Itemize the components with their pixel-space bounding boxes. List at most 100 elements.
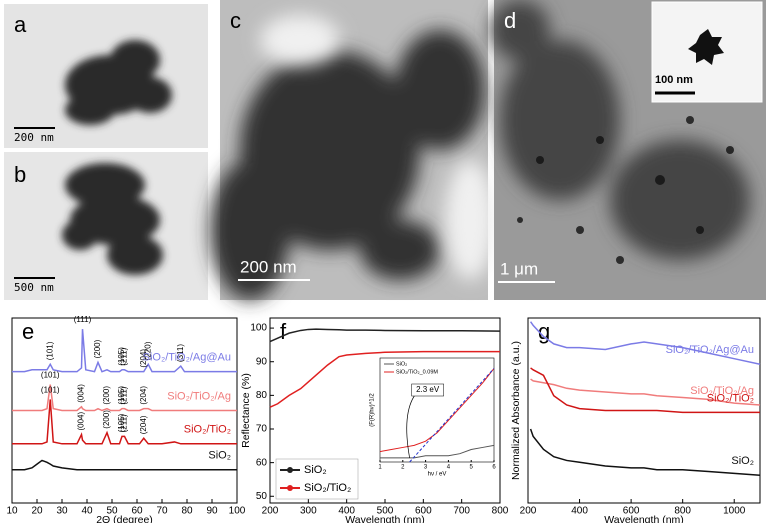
x-tick-label: 4 — [447, 465, 451, 471]
tem-image-b: b 500 nm — [4, 152, 208, 300]
panel-label: e — [22, 319, 34, 344]
peak-label: (211) — [120, 414, 129, 432]
peak-label: (105) — [117, 413, 126, 432]
series-line — [269, 328, 501, 343]
peak-label: (204) — [139, 415, 148, 434]
inset-scale-label: 100 nm — [655, 74, 693, 86]
x-tick-label: 800 — [492, 506, 509, 517]
series-line — [529, 428, 761, 476]
peak-label: (105) — [117, 386, 126, 405]
scale-bar-label: 1 μm — [500, 259, 538, 278]
panel-label: b — [14, 162, 26, 187]
x-axis-label: 2Θ (degree) — [96, 514, 153, 523]
fit-line — [409, 368, 495, 463]
peak-label: (311) — [176, 344, 185, 362]
panel-label: f — [280, 319, 287, 344]
legend-marker — [287, 467, 293, 473]
series-label: SiO₂/TiO₂ — [184, 424, 231, 436]
x-tick-label: 50 — [106, 506, 118, 517]
inset-legend-label: SiO₂/TiO₂_0.09M — [396, 369, 438, 375]
legend-box — [275, 458, 359, 500]
series-line — [269, 350, 500, 408]
peak-label: (200) — [93, 339, 102, 358]
series-label: SiO₂ — [731, 455, 754, 467]
tem-image-d: 100 nm d 1 μm — [490, 0, 766, 300]
x-tick-label: 1 — [378, 465, 382, 471]
peak-label: (220) — [143, 341, 152, 360]
peak-label: (101) — [41, 371, 60, 380]
x-tick-label: 40 — [81, 506, 93, 517]
plot-frame — [527, 317, 761, 504]
x-tick-label: 1000 — [723, 506, 746, 517]
series-line — [12, 459, 237, 471]
y-tick-label: 50 — [256, 491, 268, 502]
peak-label: (204) — [139, 386, 148, 405]
series-label: SiO₂/TiO₂/Ag@Au — [143, 352, 231, 364]
plot-frame — [379, 357, 495, 463]
x-tick-label: 200 — [520, 506, 537, 517]
y-tick-label: 100 — [250, 323, 267, 334]
x-tick-label: 10 — [6, 506, 18, 517]
x-tick-label: 600 — [415, 506, 432, 517]
scale-bar-label: 200 nm — [14, 131, 54, 144]
x-tick-label: 90 — [206, 506, 218, 517]
panel-label-box — [18, 321, 40, 345]
annotation-label: 2.3 eV — [416, 385, 440, 394]
y-tick-label: 70 — [256, 424, 268, 435]
peak-label: (204) — [139, 349, 148, 368]
peak-label: (101) — [45, 341, 54, 360]
series-line — [12, 384, 237, 412]
scale-bar-label: 500 nm — [14, 281, 54, 294]
x-tick-label: 300 — [300, 506, 317, 517]
x-axis-label: Wavelength (nm) — [604, 514, 684, 523]
peak-label: (004) — [77, 412, 86, 431]
annotation-box — [411, 383, 444, 397]
panel-label: g — [538, 319, 550, 344]
x-axis-label: hν / eV — [428, 472, 447, 478]
x-tick-label: 60 — [131, 506, 143, 517]
y-tick-label: 80 — [256, 390, 268, 401]
series-label: SiO₂/TiO₂/Ag — [167, 390, 231, 402]
series-line — [12, 399, 237, 445]
series-label: SiO₂ — [208, 450, 231, 462]
x-axis-label: Wavelength (nm) — [345, 514, 425, 523]
annotation-arrow — [406, 393, 416, 459]
tem-image-a: a 200 nm — [4, 4, 208, 148]
peak-label: (004) — [77, 384, 86, 403]
series-line — [379, 368, 495, 453]
y-axis-label: (F(R)hν)^1/2 — [370, 393, 376, 427]
series-label: SiO₂/TiO₂/Ag — [690, 385, 754, 397]
inset-legend-label: SiO₂ — [396, 361, 407, 367]
peak-label: (101) — [41, 386, 60, 395]
series-label: SiO₂/TiO₂/Ag@Au — [666, 344, 754, 356]
series-line — [530, 378, 761, 406]
series-line — [12, 329, 237, 373]
peak-label: (111) — [74, 315, 92, 324]
panel-label-box — [534, 321, 556, 345]
series-line — [530, 367, 760, 414]
tem-image-c: c 200 nm — [210, 0, 495, 300]
x-tick-label: 600 — [623, 506, 640, 517]
legend-marker — [287, 485, 293, 491]
y-axis-label: Normalized Absorbance (a.u.) — [510, 341, 522, 480]
x-tick-label: 6 — [492, 465, 496, 471]
y-tick-label: 90 — [256, 356, 268, 367]
y-tick-label: 60 — [256, 457, 268, 468]
series-line — [380, 444, 495, 459]
x-tick-label: 500 — [377, 506, 394, 517]
x-tick-label: 2 — [401, 465, 405, 471]
x-tick-label: 5 — [470, 465, 474, 471]
scale-bar-label: 200 nm — [240, 257, 297, 276]
x-tick-label: 700 — [453, 506, 470, 517]
legend-label: SiO₂/TiO₂ — [304, 482, 351, 494]
x-tick-label: 200 — [262, 506, 279, 517]
panel-label-box — [276, 321, 298, 345]
y-axis-label: Reflectance (%) — [240, 373, 252, 448]
x-tick-label: 70 — [156, 506, 168, 517]
x-tick-label: 20 — [31, 506, 43, 517]
series-label: SiO₂/TiO₂ — [707, 392, 754, 404]
peak-label: (211) — [120, 347, 129, 365]
x-tick-label: 400 — [571, 506, 588, 517]
peak-label: (200) — [102, 410, 111, 429]
